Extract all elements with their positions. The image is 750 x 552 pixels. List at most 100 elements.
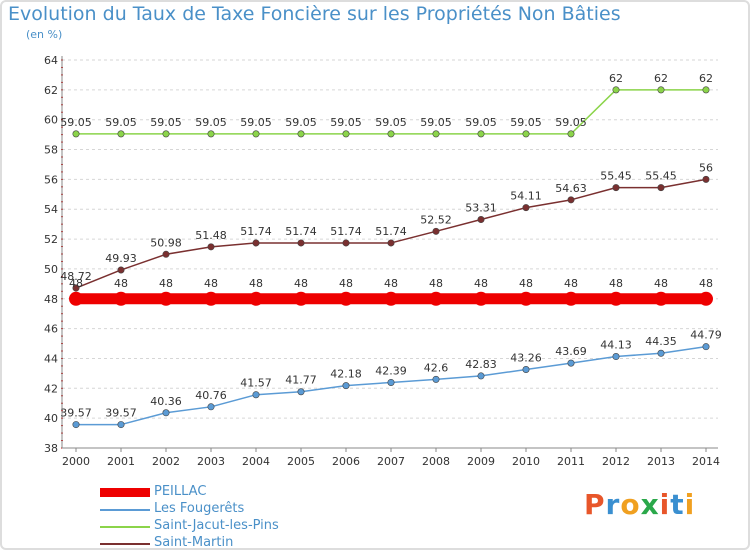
data-point bbox=[657, 349, 665, 357]
data-point bbox=[657, 184, 665, 192]
legend-swatch bbox=[100, 488, 150, 497]
x-tick-label: 2011 bbox=[557, 455, 585, 468]
data-label: 41.77 bbox=[285, 374, 317, 387]
data-point bbox=[477, 216, 485, 224]
logo-letter: t bbox=[670, 488, 685, 521]
data-point bbox=[117, 130, 125, 138]
data-label: 59.05 bbox=[375, 116, 407, 129]
y-tick-label: 58 bbox=[44, 144, 58, 157]
data-label: 62 bbox=[654, 72, 668, 85]
data-point bbox=[72, 421, 80, 429]
data-point bbox=[702, 175, 710, 183]
data-point bbox=[342, 130, 350, 138]
legend-swatch bbox=[100, 509, 150, 511]
y-tick-label: 40 bbox=[44, 412, 58, 425]
x-tick-label: 2001 bbox=[107, 455, 135, 468]
data-point bbox=[567, 359, 575, 367]
data-label: 40.76 bbox=[195, 389, 227, 402]
data-point bbox=[522, 366, 530, 374]
y-tick-label: 56 bbox=[44, 173, 58, 186]
data-label: 48 bbox=[609, 277, 623, 290]
data-point bbox=[432, 227, 440, 235]
data-point bbox=[342, 239, 350, 247]
data-label: 40.36 bbox=[150, 395, 182, 408]
y-tick-label: 48 bbox=[44, 293, 58, 306]
data-point bbox=[204, 291, 218, 306]
data-label: 59.05 bbox=[285, 116, 317, 129]
data-label: 51.48 bbox=[195, 229, 227, 242]
x-tick-label: 2006 bbox=[332, 455, 360, 468]
data-point bbox=[162, 250, 170, 258]
data-label: 54.63 bbox=[555, 182, 587, 195]
x-tick-label: 2009 bbox=[467, 455, 495, 468]
data-label: 39.57 bbox=[60, 407, 92, 420]
data-label: 48 bbox=[519, 277, 533, 290]
x-tick-label: 2003 bbox=[197, 455, 225, 468]
y-tick-label: 42 bbox=[44, 382, 58, 395]
data-label: 48 bbox=[474, 277, 488, 290]
data-label: 48 bbox=[654, 277, 668, 290]
data-label: 55.45 bbox=[645, 170, 677, 183]
legend-swatch bbox=[100, 543, 150, 545]
data-point bbox=[252, 391, 260, 399]
data-point bbox=[117, 421, 125, 429]
data-label: 48 bbox=[339, 277, 353, 290]
data-label: 48 bbox=[114, 277, 128, 290]
y-tick-label: 54 bbox=[44, 203, 58, 216]
data-label: 39.57 bbox=[105, 407, 137, 420]
logo-letter: i bbox=[684, 488, 696, 521]
y-tick-label: 46 bbox=[44, 323, 58, 336]
data-label: 48 bbox=[384, 277, 398, 290]
data-label: 51.74 bbox=[285, 225, 317, 238]
data-point bbox=[159, 291, 173, 306]
data-label: 59.05 bbox=[105, 116, 137, 129]
data-label: 59.05 bbox=[195, 116, 227, 129]
data-point bbox=[477, 130, 485, 138]
data-point bbox=[699, 291, 713, 306]
data-label: 59.05 bbox=[465, 116, 497, 129]
data-label: 54.11 bbox=[510, 190, 542, 203]
data-label: 48 bbox=[204, 277, 218, 290]
data-point bbox=[702, 343, 710, 351]
x-tick-label: 2002 bbox=[152, 455, 180, 468]
data-label: 51.74 bbox=[330, 225, 362, 238]
legend-label: Saint-Martin bbox=[154, 535, 234, 550]
data-point bbox=[69, 291, 83, 306]
data-point bbox=[522, 130, 530, 138]
data-label: 48 bbox=[429, 277, 443, 290]
data-point bbox=[207, 243, 215, 251]
data-label: 41.57 bbox=[240, 377, 272, 390]
data-label: 62 bbox=[609, 72, 623, 85]
logo-letter: i bbox=[659, 488, 671, 521]
data-point bbox=[162, 409, 170, 417]
data-point bbox=[387, 130, 395, 138]
chart-subtitle: (en %) bbox=[26, 28, 63, 41]
x-tick-label: 2005 bbox=[287, 455, 315, 468]
x-tick-label: 2010 bbox=[512, 455, 540, 468]
axes: 38 40 42 44 46 48 50 52 54 56 58 60 62 64 2000 2001 2002… bbox=[44, 54, 720, 468]
logo-letter: o bbox=[620, 488, 641, 521]
logo-letter: r bbox=[605, 488, 621, 521]
x-tick-label: 2007 bbox=[377, 455, 405, 468]
x-tick-label: 2008 bbox=[422, 455, 450, 468]
legend-label: PEILLAC bbox=[154, 484, 207, 499]
x-tick-label: 2000 bbox=[62, 455, 90, 468]
data-point bbox=[432, 130, 440, 138]
data-point bbox=[702, 86, 710, 94]
data-point bbox=[207, 403, 215, 411]
data-label: 44.35 bbox=[645, 335, 677, 348]
data-point bbox=[72, 284, 80, 292]
data-point bbox=[567, 130, 575, 138]
data-label: 44.13 bbox=[600, 339, 632, 352]
data-point bbox=[612, 86, 620, 94]
data-point bbox=[114, 291, 128, 306]
data-point bbox=[567, 196, 575, 204]
data-point bbox=[432, 375, 440, 383]
data-point bbox=[297, 130, 305, 138]
y-tick-label: 38 bbox=[44, 442, 58, 455]
data-label: 49.93 bbox=[105, 252, 137, 265]
logo-letter: x bbox=[640, 488, 660, 521]
data-label: 59.05 bbox=[150, 116, 182, 129]
data-label: 59.05 bbox=[60, 116, 92, 129]
data-label: 42.6 bbox=[424, 361, 449, 374]
